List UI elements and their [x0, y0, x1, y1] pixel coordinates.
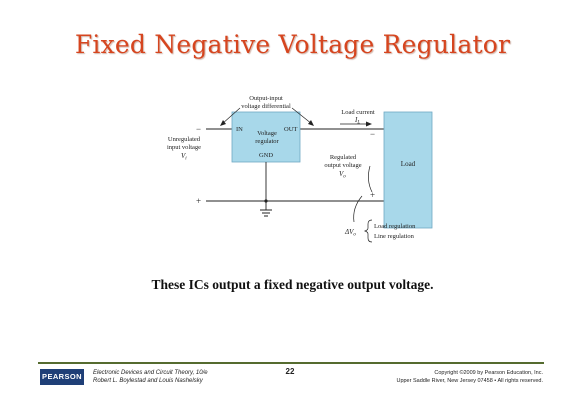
load-box	[383, 111, 433, 229]
load-current-arrowhead	[366, 121, 372, 127]
vo-subscript: o	[343, 175, 346, 180]
differential-label-1: Output-input	[249, 95, 283, 102]
regulation-brace	[363, 219, 373, 243]
differential-arrow-right	[291, 107, 313, 125]
page-number: 22	[285, 367, 295, 376]
vo-symbol: V	[339, 170, 344, 178]
load-regulation-label: Load regulation	[374, 223, 416, 230]
il-symbol: I	[354, 116, 358, 124]
vo-label: Vo	[339, 170, 346, 180]
il-subscript: L	[356, 121, 360, 126]
differential-arrow-left	[221, 107, 241, 125]
delta-vo-curve	[353, 195, 363, 223]
copyright-line-2: Upper Saddle River, New Jersey 07458 • A…	[396, 378, 543, 384]
vi-subscript: i	[185, 157, 187, 162]
delta-vo-label: ΔVo	[344, 228, 356, 238]
vi-label: Vi	[181, 152, 187, 162]
in-pin-label: IN	[236, 126, 243, 133]
input-plus: +	[196, 196, 201, 206]
delta-vo-subscript: o	[353, 233, 356, 238]
il-label: IL	[354, 116, 360, 126]
delta-vo-symbol: ΔV	[344, 228, 354, 236]
regulator-label-2: regulator	[255, 138, 279, 145]
gnd-pin-label: GND	[259, 152, 273, 159]
unregulated-label-2: input voltage	[167, 144, 201, 151]
differential-arrowhead-right	[308, 120, 314, 126]
copyright: Copyright ©2009 by Pearson Education, In…	[396, 369, 543, 385]
book-authors: Robert L. Boylestad and Louis Nashelsky	[93, 378, 203, 384]
regulator-label-1: Voltage	[257, 130, 277, 137]
output-plus: +	[370, 190, 375, 200]
unregulated-label-1: Unregulated	[168, 136, 201, 143]
regulated-label-2: output voltage	[324, 162, 361, 169]
output-minus: −	[370, 129, 375, 139]
footer-divider	[38, 362, 544, 364]
regulated-label-1: Regulated	[330, 154, 357, 161]
input-minus: −	[196, 124, 201, 134]
book-credit: Electronic Devices and Circuit Theory, 1…	[93, 369, 208, 385]
out-pin-label: OUT	[284, 126, 297, 133]
load-current-label: Load current	[341, 109, 375, 116]
slide-caption: These ICs output a fixed negative output…	[151, 277, 434, 292]
differential-arrowhead-left	[220, 120, 226, 126]
copyright-line-1: Copyright ©2009 by Pearson Education, In…	[434, 370, 543, 376]
ground-junction	[264, 199, 268, 203]
vi-symbol: V	[181, 152, 186, 160]
book-title: Electronic Devices and Circuit Theory, 1…	[93, 370, 208, 376]
line-regulation-label: Line regulation	[374, 233, 415, 240]
output-voltage-curve	[368, 165, 373, 193]
slide-title: Fixed Negative Voltage Regulator	[74, 30, 511, 59]
pearson-logo: PEARSON	[40, 369, 84, 385]
differential-label-2: voltage differential	[241, 103, 291, 110]
load-label: Load	[401, 160, 416, 168]
